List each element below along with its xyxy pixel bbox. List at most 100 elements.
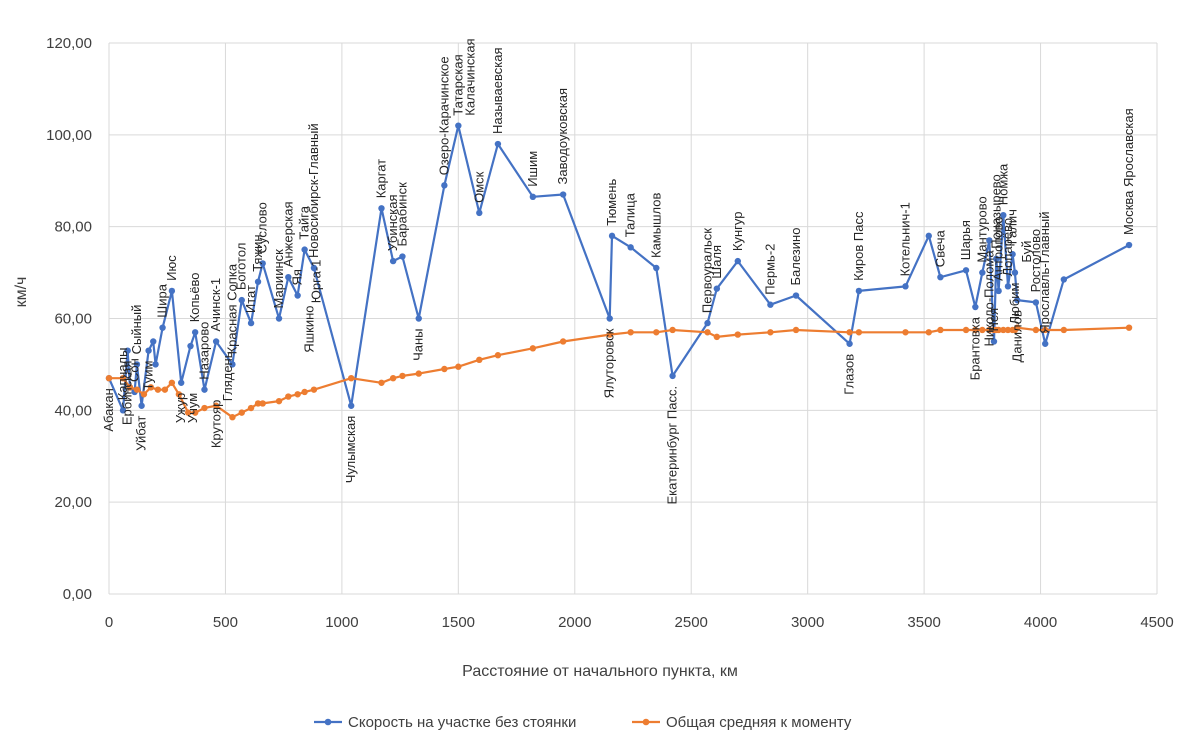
data-point — [133, 361, 141, 368]
station-label: Учум — [185, 393, 200, 423]
data-point — [310, 264, 318, 272]
data-point — [247, 404, 255, 412]
station-label: Заводоуковская — [555, 88, 570, 185]
data-point — [191, 329, 199, 336]
data-point — [105, 374, 113, 382]
station-label: Юрга-1 — [309, 260, 324, 304]
data-point — [378, 379, 385, 386]
data-point — [147, 384, 155, 391]
data-point — [455, 122, 462, 129]
data-point — [1014, 296, 1021, 304]
station-label: Шира — [155, 283, 170, 317]
station-label: Киров Пасс — [851, 211, 866, 281]
data-point — [1032, 299, 1040, 306]
station-label: Москва Ярославская — [1121, 108, 1136, 235]
x-axis-title: Расстояние от начального пункта, км — [462, 663, 738, 680]
station-label: Любим — [1007, 283, 1022, 325]
x-tick-label: 1000 — [325, 614, 358, 631]
data-point — [669, 372, 676, 380]
data-point — [275, 397, 283, 405]
data-point — [962, 326, 970, 334]
station-label: Шарья — [958, 220, 973, 260]
data-point — [441, 365, 448, 373]
data-point — [979, 326, 986, 334]
x-tick-label: 2500 — [675, 614, 708, 631]
x-tick-label: 3500 — [907, 614, 940, 631]
station-label: Лопарёво — [1000, 218, 1015, 276]
station-label: Тяжин — [250, 234, 265, 271]
data-point — [212, 338, 220, 345]
station-label: Туим — [141, 361, 156, 391]
data-point — [972, 303, 979, 311]
data-point — [301, 388, 308, 396]
station-label: Камышлов — [648, 193, 663, 258]
data-point — [201, 404, 208, 412]
data-point — [559, 191, 567, 198]
data-point — [627, 244, 634, 251]
data-point — [212, 402, 220, 409]
station-label: Абакан — [101, 388, 116, 431]
data-point — [201, 386, 208, 393]
data-point — [993, 255, 1000, 263]
data-point — [126, 384, 134, 391]
legend-label-average: Общая средняя к моменту — [666, 714, 852, 731]
data-point — [191, 409, 199, 416]
station-label: Балезино — [788, 228, 803, 286]
station-label: Ужур — [173, 393, 188, 423]
data-point — [294, 391, 301, 398]
data-point — [529, 345, 537, 352]
station-label: Новосибирск-Главный — [306, 123, 321, 258]
y-tick-label: 80,00 — [54, 219, 92, 236]
data-point — [1000, 211, 1007, 219]
data-point — [606, 331, 613, 338]
station-label: Суслово — [255, 202, 270, 253]
data-point — [187, 342, 194, 350]
station-label: Каргат — [374, 159, 389, 198]
x-tick-label: 1500 — [442, 614, 475, 631]
y-tick-label: 0,00 — [63, 586, 92, 603]
data-point — [925, 329, 932, 336]
data-point — [653, 329, 660, 336]
station-label: Яшкино — [302, 306, 317, 353]
data-point — [119, 374, 127, 382]
station-label: Кунгур — [730, 212, 745, 252]
station-label: Чаны — [411, 329, 426, 361]
data-point — [713, 285, 721, 292]
data-point — [154, 386, 162, 393]
station-label: Ербинская — [120, 361, 135, 426]
legend-marker-average — [642, 718, 650, 726]
station-label: Итат — [243, 285, 258, 313]
data-point — [159, 324, 166, 331]
data-point — [1125, 241, 1133, 249]
data-point — [627, 329, 634, 336]
data-point — [138, 402, 145, 409]
station-label: Ярославль-Главный — [1037, 212, 1052, 334]
x-tick-label: 0 — [105, 614, 113, 631]
data-point — [653, 264, 660, 272]
data-point — [177, 379, 185, 386]
data-point — [476, 209, 483, 217]
x-tick-label: 4500 — [1140, 614, 1173, 631]
data-point — [979, 269, 986, 276]
data-point — [455, 363, 462, 370]
data-point — [389, 257, 397, 265]
station-label: Красная Сопка — [224, 263, 239, 354]
data-point — [168, 379, 176, 386]
station-label: Калачинская — [462, 38, 477, 115]
data-point — [238, 296, 245, 304]
data-point — [247, 319, 255, 327]
data-point — [184, 409, 192, 416]
x-tick-label: 2000 — [558, 614, 591, 631]
y-tick-label: 120,00 — [46, 35, 92, 52]
data-point — [995, 326, 1002, 334]
data-point — [399, 253, 406, 260]
data-point — [846, 329, 853, 336]
data-point — [254, 278, 262, 285]
station-label: Крутояр — [209, 400, 224, 448]
data-point — [1032, 326, 1040, 334]
y-tick-label: 100,00 — [46, 127, 92, 144]
station-label: Антропово — [991, 216, 1006, 281]
data-point — [606, 315, 613, 322]
data-point — [1004, 283, 1012, 290]
data-point — [937, 326, 944, 334]
